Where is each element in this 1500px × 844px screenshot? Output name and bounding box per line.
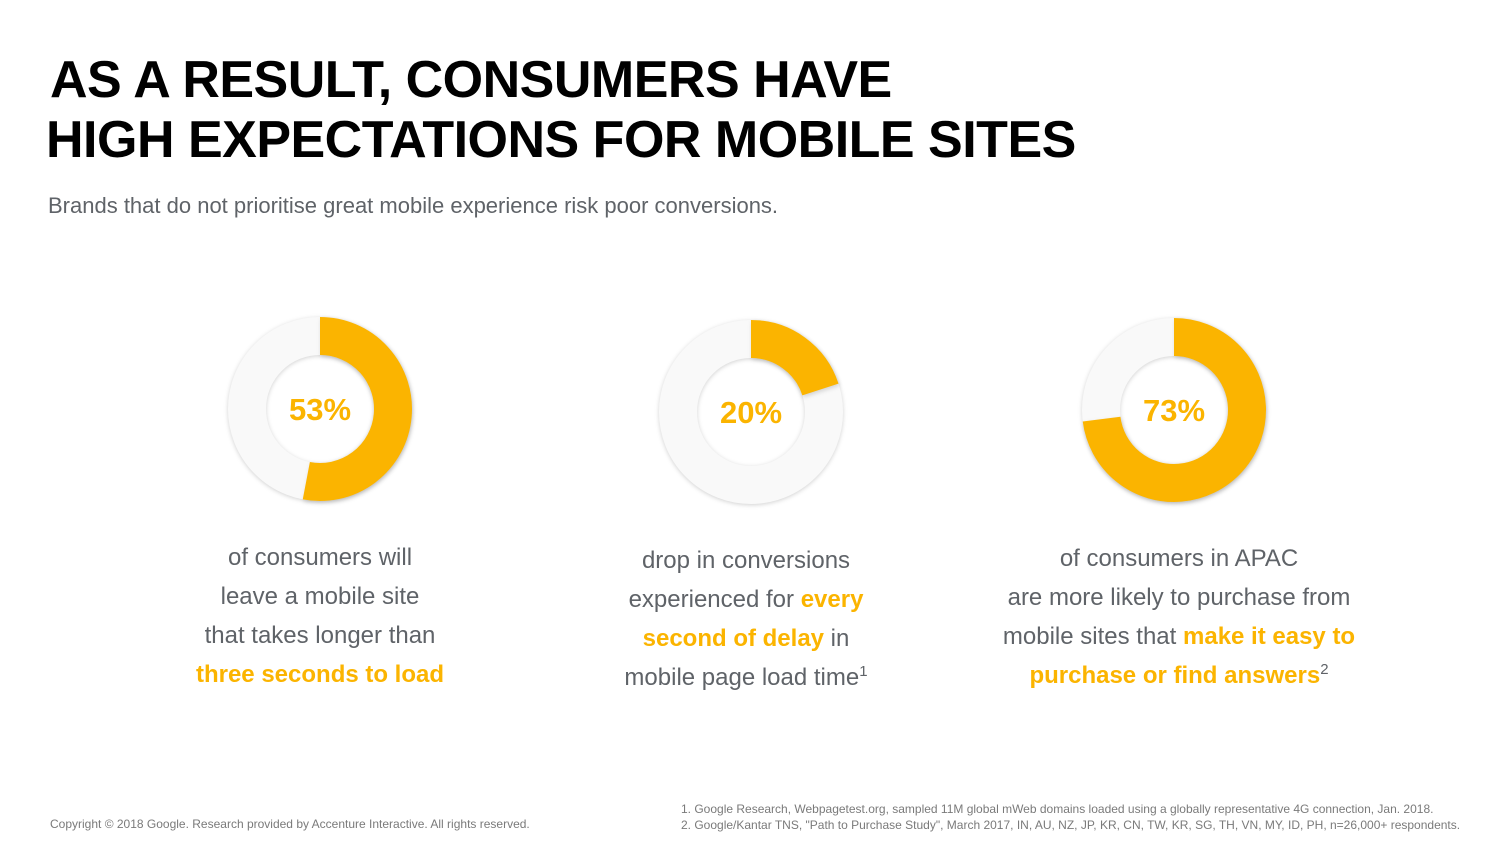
footnote-2: 2. Google/Kantar TNS, "Path to Purchase … (681, 818, 1461, 832)
caption-3-line-3: mobile sites that make it easy to (954, 617, 1404, 656)
caption-2-highlight-b: second of delay (642, 625, 825, 652)
caption-2-footnote-ref: 1 (859, 663, 868, 680)
caption-1-line-1: of consumers will (227, 544, 413, 571)
caption-3-line-3-text: mobile sites that (1002, 623, 1183, 650)
caption-2-line-3-text: in (824, 625, 850, 652)
caption-3: of consumers in APAC are more likely to … (954, 539, 1404, 695)
donut-chart-2-svg: 20% (659, 320, 843, 504)
donut-chart-3: 73% (1074, 310, 1274, 510)
donut-chart-3-svg: 73% (1082, 318, 1266, 502)
caption-2-line-3: second of delay in (546, 619, 946, 658)
donut-chart-1-svg: 53% (228, 317, 412, 501)
caption-3-line-1: of consumers in APAC (1059, 545, 1299, 572)
footnote-1: 1. Google Research, Webpagetest.org, sam… (681, 802, 1434, 816)
donut-chart-2-value-arc (750, 320, 839, 397)
caption-1-highlight: three seconds to load (195, 661, 445, 688)
caption-1: of consumers will leave a mobile site th… (120, 538, 520, 694)
caption-1-line-2: leave a mobile site (220, 583, 420, 610)
donut-chart-2: 20% (651, 312, 851, 512)
caption-2-highlight-a: every (800, 586, 864, 613)
title-line-2: HIGH EXPECTATIONS FOR MOBILE SITES (46, 111, 1076, 169)
caption-3-highlight-b: purchase or find answers (1029, 662, 1321, 689)
caption-3-line-2: are more likely to purchase from (1007, 584, 1351, 611)
donut-chart-1: 53% (220, 309, 420, 509)
caption-3-highlight-a: make it easy to (1183, 623, 1356, 650)
caption-2: drop in conversions experienced for ever… (546, 541, 946, 697)
caption-2-line-2: experienced for every (546, 580, 946, 619)
subtitle: Brands that do not prioritise great mobi… (48, 193, 779, 218)
donut-chart-1-value-arc (302, 317, 412, 501)
caption-1-line-3: that takes longer than (204, 622, 436, 649)
donut-chart-1-value-label: 53% (289, 392, 351, 427)
caption-2-line-1: drop in conversions (641, 547, 851, 574)
title-line-1: AS A RESULT, CONSUMERS HAVE (50, 51, 892, 109)
caption-2-line-2-text: experienced for (628, 586, 801, 613)
caption-3-footnote-ref: 2 (1320, 661, 1329, 678)
donut-chart-3-value-arc (1082, 318, 1266, 502)
donut-chart-3-value-label: 73% (1143, 393, 1205, 428)
caption-2-line-4: mobile page load time1 (546, 658, 946, 697)
donut-chart-2-value-label: 20% (720, 395, 782, 430)
caption-3-line-4: purchase or find answers2 (954, 656, 1404, 695)
page-title: AS A RESULT, CONSUMERS HAVE HIGH EXPECTA… (46, 50, 1076, 170)
footnotes: 1. Google Research, Webpagetest.org, sam… (681, 801, 1460, 833)
caption-2-line-4-text: mobile page load time (624, 664, 860, 691)
copyright-notice: Copyright © 2018 Google. Research provid… (50, 817, 530, 831)
